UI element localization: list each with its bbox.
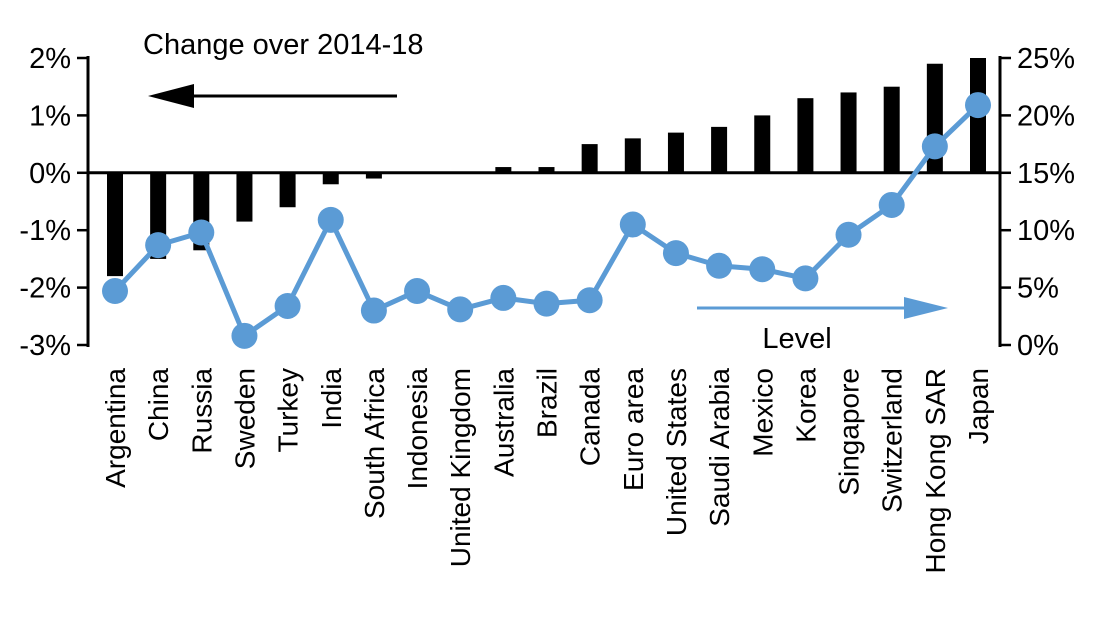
x-label-switzerland: Switzerland	[877, 368, 908, 513]
point-brazil	[533, 290, 560, 317]
x-label-korea: Korea	[790, 368, 821, 443]
right-axis-tick-label: 25%	[1017, 43, 1075, 75]
bar-canada	[581, 144, 598, 173]
bar-argentina	[107, 172, 123, 277]
x-label-singapore: Singapore	[834, 368, 865, 496]
x-label-mexico: Mexico	[747, 368, 778, 457]
bar-brazil	[538, 167, 555, 173]
x-label-indonesia: Indonesia	[402, 368, 433, 490]
point-saudi-arabia	[706, 252, 733, 279]
point-singapore	[835, 221, 862, 248]
point-russia	[188, 219, 215, 246]
point-south-africa	[360, 297, 387, 324]
left-axis-tick-label: 1%	[29, 100, 71, 132]
left-axis-tick-label: 2%	[29, 43, 71, 75]
x-label-south-africa: South Africa	[359, 368, 390, 519]
point-japan	[965, 92, 991, 119]
x-label-saudi-arabia: Saudi Arabia	[704, 368, 735, 527]
level-arrow-head	[904, 297, 948, 319]
point-indonesia	[404, 278, 431, 305]
bar-india	[322, 172, 339, 185]
x-label-united-states: United States	[661, 368, 692, 536]
point-india	[317, 206, 344, 233]
right-axis-tick-label: 20%	[1017, 100, 1075, 132]
point-australia	[490, 284, 517, 311]
x-label-australia: Australia	[488, 368, 519, 477]
point-turkey	[274, 292, 301, 319]
left-axis-tick-label: -2%	[19, 273, 71, 305]
x-label-canada: Canada	[575, 368, 606, 467]
right-axis-tick-label: 15%	[1017, 158, 1075, 190]
point-hong-kong-sar	[921, 133, 948, 160]
x-label-turkey: Turkey	[273, 368, 304, 453]
bar-saudi-arabia	[711, 126, 728, 173]
right-axis-tick-label: 10%	[1017, 215, 1075, 247]
x-label-sweden: Sweden	[229, 368, 260, 469]
bar-euro-area	[624, 138, 641, 173]
right-axis-tick-label: 5%	[1017, 273, 1059, 305]
change-arrow-head	[148, 84, 194, 108]
left-axis-tick-label: -1%	[19, 215, 71, 247]
bar-sweden	[236, 172, 253, 222]
line-series-label: Level	[762, 323, 832, 355]
left-axis-tick-label: -3%	[19, 330, 71, 362]
x-label-euro-area: Euro area	[618, 368, 649, 491]
point-sweden	[231, 322, 258, 349]
point-canada	[576, 287, 603, 314]
bar-australia	[495, 167, 512, 173]
right-axis-tick-label: 0%	[1017, 330, 1059, 362]
point-mexico	[749, 256, 776, 283]
x-label-argentina: Argentina	[100, 368, 131, 488]
bar-singapore	[840, 92, 857, 173]
x-label-china: China	[143, 368, 174, 442]
point-korea	[792, 265, 819, 292]
bar-series-label: Change over 2014-18	[143, 29, 424, 61]
bar-united-states	[667, 132, 684, 173]
x-label-united-kingdom: United Kingdom	[445, 368, 476, 567]
bar-south-africa	[365, 172, 382, 179]
x-label-russia: Russia	[186, 368, 217, 454]
bar-switzerland	[883, 86, 900, 173]
x-label-india: India	[316, 368, 347, 429]
point-china	[145, 232, 172, 259]
bar-korea	[797, 98, 814, 173]
bar-turkey	[279, 172, 296, 208]
x-label-hong-kong-sar: Hong Kong SAR	[920, 368, 951, 573]
point-argentina	[102, 278, 128, 305]
bar-mexico	[754, 115, 771, 173]
x-label-brazil: Brazil	[532, 368, 563, 438]
point-united-states	[662, 240, 689, 267]
x-label-japan: Japan	[963, 368, 994, 444]
point-united-kingdom	[447, 296, 474, 323]
point-euro-area	[619, 211, 646, 238]
point-switzerland	[878, 191, 905, 218]
left-axis-tick-label: 0%	[29, 158, 71, 190]
